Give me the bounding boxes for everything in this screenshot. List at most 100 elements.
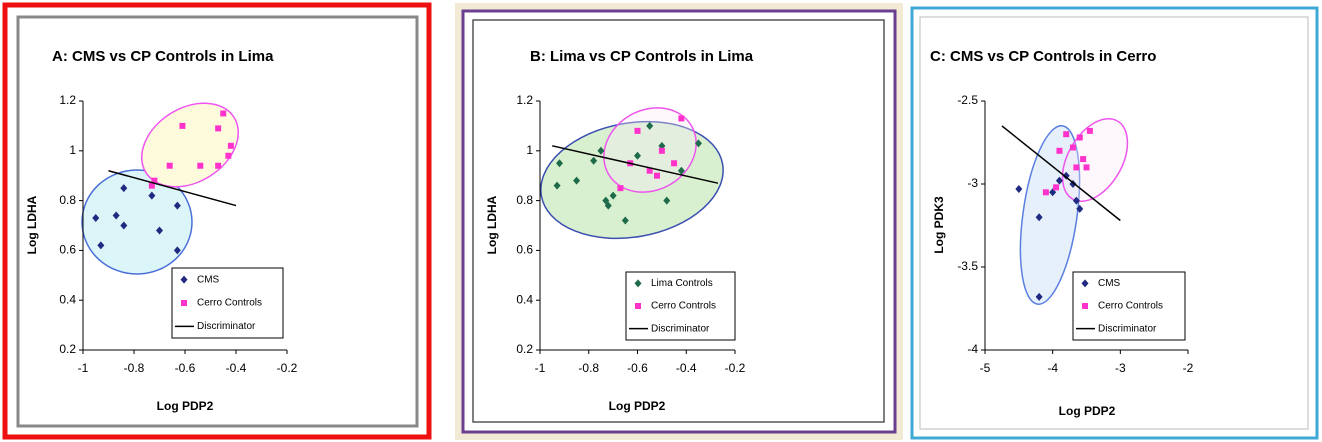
discriminator-line — [552, 145, 719, 184]
point — [166, 162, 173, 169]
legend-label: CMS — [1098, 278, 1121, 289]
point — [646, 167, 653, 174]
point — [173, 201, 181, 210]
chart-title: B: Lima vs CP Controls in Lima — [530, 48, 754, 65]
point — [1055, 176, 1063, 185]
legend-label: Cerro Controls — [197, 298, 262, 309]
point — [634, 151, 641, 160]
point — [597, 146, 605, 155]
x-tick-label: -5 — [980, 361, 991, 375]
x-tick-label: -3 — [1115, 361, 1126, 375]
y-tick-label: -3.5 — [957, 259, 978, 273]
point — [1076, 134, 1083, 141]
point — [1069, 144, 1076, 151]
legend-marker — [1082, 303, 1088, 309]
legend-label: CMS — [197, 274, 220, 285]
point — [553, 181, 561, 190]
point — [173, 246, 181, 255]
point — [112, 211, 120, 220]
point — [215, 162, 222, 169]
legend-marker — [180, 275, 188, 284]
legend-label: Cerro Controls — [1098, 301, 1163, 312]
x-tick-label: -0.2 — [725, 361, 746, 375]
point — [120, 184, 128, 193]
y-tick-label: 0.2 — [59, 342, 76, 356]
plot-layers: A: CMS vs CP Controls in Lima 0.2 0.4 0.6 0.… — [25, 48, 1193, 418]
y-tick-label: 1.2 — [516, 93, 533, 107]
legend-label: Discriminator — [651, 323, 710, 334]
point — [220, 110, 227, 117]
point — [694, 139, 702, 148]
legend-marker — [1081, 279, 1089, 288]
y-tick-label: -4 — [967, 342, 978, 356]
y-axis-title: Log PDK3 — [932, 196, 946, 254]
point — [556, 159, 563, 168]
discriminator-line — [108, 169, 237, 207]
point — [225, 152, 232, 159]
x-tick-label: -1 — [78, 361, 89, 375]
point — [92, 214, 100, 223]
y-tick-label: 1.2 — [59, 93, 76, 107]
chart-title: A: CMS vs CP Controls in Lima — [52, 48, 274, 65]
legend-marker — [181, 300, 187, 306]
point — [646, 121, 654, 130]
point — [604, 201, 612, 210]
x-tick-label: -0.4 — [676, 361, 697, 375]
cluster-ellipse — [1019, 125, 1081, 305]
cluster-ellipse — [603, 107, 697, 193]
discriminator-line — [1001, 125, 1121, 222]
point — [1073, 164, 1080, 171]
y-axis-title: Log LDHA — [485, 195, 499, 254]
point — [1035, 292, 1043, 301]
y-tick-label: 0.6 — [59, 243, 76, 257]
legend-label: Cerro Controls — [651, 301, 716, 312]
legend-label: Discriminator — [197, 321, 256, 332]
x-tick-label: -0.8 — [124, 361, 145, 375]
x-tick-label: -0.8 — [578, 361, 599, 375]
point — [658, 147, 665, 154]
point — [1015, 184, 1023, 193]
point — [590, 156, 598, 165]
x-tick-label: -0.6 — [627, 361, 648, 375]
x-axis-title: Log PDP2 — [157, 399, 214, 413]
y-tick-label: -3 — [967, 176, 978, 190]
point — [1062, 171, 1070, 180]
point — [671, 160, 678, 167]
point — [120, 221, 128, 230]
point — [663, 196, 671, 205]
cluster-ellipse — [140, 102, 240, 188]
point — [97, 241, 105, 250]
y-tick-label: 1 — [526, 143, 533, 157]
point — [634, 127, 641, 134]
y-tick-label: 0.4 — [516, 292, 533, 306]
y-tick-label: 0.8 — [516, 193, 533, 207]
point — [609, 191, 617, 200]
point — [621, 216, 629, 225]
legend-marker — [635, 303, 641, 309]
point — [617, 185, 624, 192]
y-axis-title: Log LDHA — [25, 195, 39, 254]
point — [1086, 127, 1093, 134]
point — [654, 172, 660, 179]
y-tick-label: 0.4 — [59, 292, 76, 306]
y-tick-label: -2.5 — [957, 93, 978, 107]
y-tick-label: 0.2 — [516, 342, 533, 356]
x-axis-title: Log PDP2 — [1059, 404, 1116, 418]
point — [1076, 204, 1084, 213]
point — [1053, 184, 1060, 191]
point — [1035, 213, 1043, 222]
point — [1063, 131, 1070, 138]
legend-label: Lima Controls — [651, 278, 713, 289]
point — [678, 115, 685, 122]
point — [1080, 156, 1087, 163]
chart-title: C: CMS vs CP Controls in Cerro — [930, 48, 1156, 65]
x-tick-label: -4 — [1047, 361, 1058, 375]
y-tick-label: 1 — [69, 143, 76, 157]
y-tick-label: 0.6 — [516, 243, 533, 257]
point — [227, 142, 234, 149]
x-tick-label: -2 — [1183, 361, 1194, 375]
legend-label: Discriminator — [1098, 323, 1157, 334]
x-tick-label: -0.6 — [175, 361, 196, 375]
x-axis-title: Log PDP2 — [609, 399, 666, 413]
